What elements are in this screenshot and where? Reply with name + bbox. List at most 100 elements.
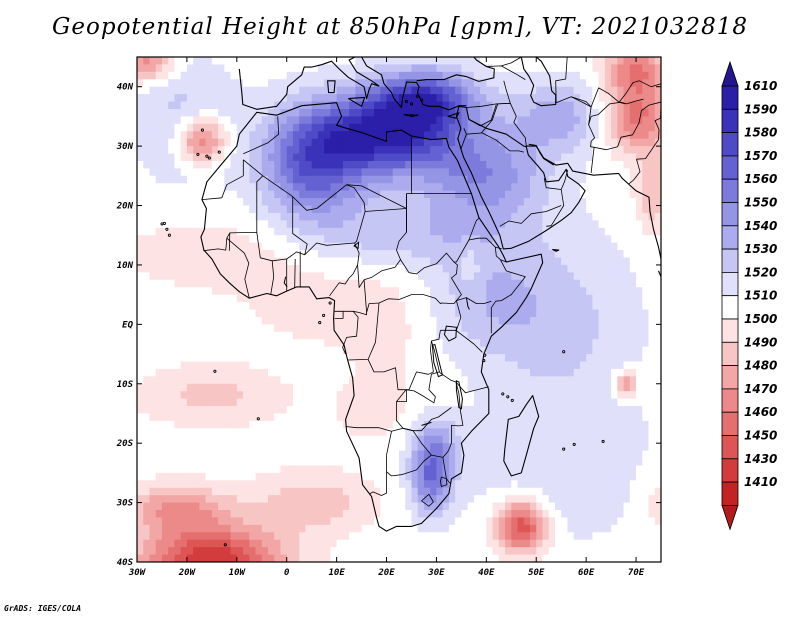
field-cell	[623, 406, 631, 415]
field-cell	[586, 146, 593, 155]
field-cell	[392, 361, 400, 370]
field-cell	[399, 354, 406, 363]
field-cell	[480, 487, 487, 496]
field-cell	[654, 324, 661, 333]
field-cell	[193, 413, 200, 422]
field-cell	[236, 264, 244, 273]
field-cell	[436, 339, 444, 348]
field-cell	[567, 212, 575, 221]
field-cell	[467, 324, 475, 333]
field-cell	[224, 220, 232, 229]
field-cell	[430, 183, 438, 192]
field-cell	[311, 420, 319, 429]
field-cell	[336, 413, 344, 422]
field-cell	[530, 242, 537, 251]
field-cell	[324, 183, 331, 192]
field-cell	[218, 309, 225, 318]
field-cell	[292, 57, 300, 66]
field-cell	[330, 376, 338, 385]
field-cell	[579, 406, 587, 415]
field-cell	[305, 406, 313, 415]
field-cell	[648, 190, 656, 199]
field-cell	[617, 86, 625, 95]
field-cell	[342, 346, 350, 355]
field-cell	[486, 250, 494, 259]
field-cell	[405, 435, 413, 444]
field-cell	[430, 153, 438, 162]
field-cell	[548, 108, 556, 118]
field-cell	[268, 472, 275, 481]
field-cell	[579, 361, 587, 370]
field-cell	[361, 487, 369, 496]
field-cell	[604, 279, 612, 288]
field-cell	[355, 450, 363, 459]
field-cell	[523, 64, 531, 73]
field-cell	[243, 183, 250, 192]
field-cell	[548, 487, 556, 496]
field-cell	[161, 227, 169, 236]
field-cell	[461, 309, 469, 318]
field-cell	[249, 183, 257, 192]
field-cell	[423, 316, 431, 325]
field-cell	[642, 316, 650, 325]
field-cell	[455, 146, 462, 155]
field-cell	[654, 472, 661, 481]
field-cell	[199, 361, 207, 370]
field-cell	[211, 123, 219, 132]
field-cell	[592, 86, 600, 95]
field-cell	[536, 443, 544, 452]
field-cell	[617, 257, 625, 266]
field-cell	[392, 116, 400, 125]
field-cell	[473, 198, 481, 207]
field-cell	[199, 57, 207, 66]
field-cell	[149, 279, 157, 288]
field-cell	[174, 153, 182, 162]
field-cell	[536, 131, 544, 140]
field-cell	[349, 361, 356, 370]
field-cell	[517, 116, 525, 125]
field-cell	[623, 339, 631, 348]
field-cell	[336, 324, 344, 333]
field-cell	[280, 183, 288, 192]
field-cell	[586, 294, 593, 303]
field-cell	[311, 71, 319, 80]
field-cell	[629, 57, 637, 66]
field-cell	[211, 376, 219, 385]
field-cell	[430, 250, 438, 259]
field-cell	[604, 450, 612, 459]
field-cell	[243, 383, 250, 392]
field-cell	[411, 376, 419, 385]
field-cell	[255, 465, 263, 474]
field-cell	[436, 383, 444, 392]
field-cell	[205, 465, 213, 474]
field-cell	[586, 79, 593, 88]
field-cell	[137, 250, 144, 259]
field-cell	[243, 398, 250, 407]
field-cell	[530, 57, 537, 66]
field-cell	[505, 435, 512, 444]
field-cell	[292, 123, 300, 132]
field-cell	[386, 309, 394, 318]
field-cell	[492, 183, 500, 192]
field-cell	[336, 160, 344, 169]
field-cell	[205, 160, 213, 169]
field-cell	[411, 287, 419, 296]
field-cell	[205, 428, 213, 437]
field-cell	[573, 250, 581, 259]
field-cell	[143, 398, 151, 407]
field-cell	[648, 294, 656, 303]
field-cell	[137, 212, 144, 221]
field-cell	[268, 279, 275, 288]
field-cell	[473, 316, 481, 325]
field-cell	[505, 190, 512, 199]
field-cell	[249, 398, 257, 407]
field-cell	[211, 131, 219, 140]
field-cell	[548, 190, 556, 199]
field-cell	[224, 354, 232, 363]
field-cell	[405, 287, 413, 296]
field-cell	[137, 472, 144, 481]
field-cell	[579, 242, 587, 251]
field-cell	[399, 487, 406, 496]
field-cell	[573, 339, 581, 348]
field-cell	[218, 480, 225, 489]
